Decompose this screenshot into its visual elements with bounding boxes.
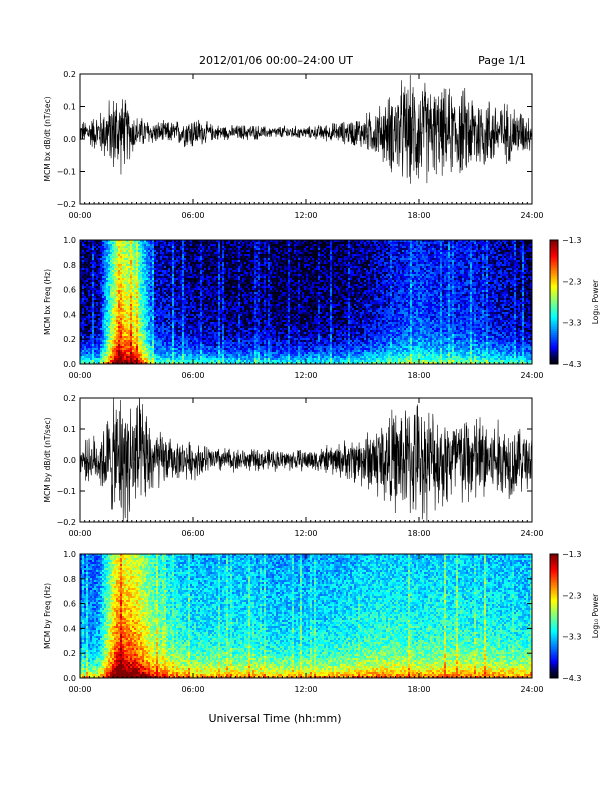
bx_ts-x-tick-label: 12:00 (294, 211, 317, 220)
bx_ts-x-tick-label: 06:00 (181, 211, 204, 220)
bx_ts-y-tick-label: 0.1 (63, 103, 76, 112)
bx_ts-y-tick-label: −0.2 (57, 200, 76, 209)
bx_ts-x-tick-label: 18:00 (407, 211, 430, 220)
panels: 00:00 06:00 12:00 18:00 24:00 0.2 0.1 0.0 −0.1 −0… (43, 70, 600, 694)
bx_ts-x-tick-label: 24:00 (520, 211, 543, 220)
bx_spec-plot-area (80, 240, 532, 364)
x-axis-label: Universal Time (hh:mm) (209, 712, 342, 725)
bx_ts-x-tick-label: 00:00 (68, 211, 91, 220)
bx_ts-y-tick-label: 0.2 (63, 70, 76, 79)
bx_ts-panel: 00:00 06:00 12:00 18:00 24:00 0.2 0.1 0.0 −0.1 −0… (43, 70, 544, 220)
figure-title: 2012/01/06 00:00–24:00 UT (199, 54, 353, 67)
bx_ts-series-line (80, 75, 532, 184)
page-indicator: Page 1/1 (478, 54, 526, 67)
bx_ts-plot-area (80, 75, 532, 184)
bx_ts-y-tick-label: −0.1 (57, 168, 76, 177)
bx_ts-y-tick-label: 0.0 (63, 135, 76, 144)
bx_ts-y-axis-label: MCM bx dB/dt (nT/sec) (43, 96, 52, 181)
